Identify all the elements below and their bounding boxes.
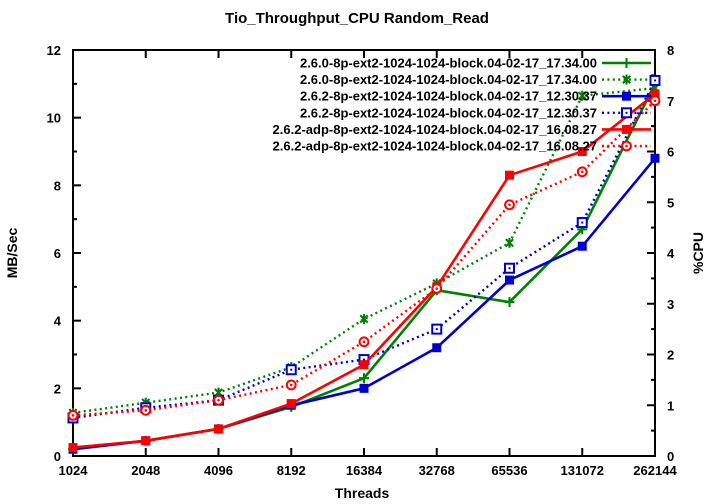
open-square-marker-dot [290, 368, 293, 371]
open-square-marker-dot [654, 79, 656, 82]
open-circle-marker-dot [653, 99, 657, 103]
series-line-1 [72, 86, 656, 415]
filled-square-marker [505, 170, 514, 180]
x-tick-label: 131072 [561, 463, 604, 478]
legend-label: 2.6.2-adp-8p-ext2-1024-1024-block.04-02-… [273, 122, 597, 137]
filled-square-marker [286, 399, 296, 409]
y-tick-label: 6 [54, 246, 61, 261]
open-circle-marker-dot [362, 340, 366, 344]
open-circle-marker-dot [144, 409, 148, 412]
open-circle-marker-dot [625, 144, 628, 148]
open-square-marker-dot [625, 111, 628, 114]
y2-tick-label: 2 [667, 348, 674, 363]
x-tick-label: 32768 [419, 463, 455, 478]
filled-square-marker [577, 147, 587, 156]
open-square-marker-dot [508, 267, 511, 270]
x-axis-label: Threads [335, 485, 390, 501]
filled-square-marker [577, 241, 587, 251]
filled-square-marker [505, 275, 514, 285]
filled-square-marker [432, 343, 442, 353]
open-square-marker-dot [363, 358, 365, 361]
open-circle-marker-dot [580, 170, 584, 174]
open-square-marker-dot [435, 328, 438, 331]
y-tick-label: 2 [54, 381, 61, 396]
y2-tick-label: 7 [667, 94, 674, 109]
y2-tick-label: 4 [667, 246, 675, 261]
y2-tick-label: 8 [667, 43, 674, 58]
x-tick-label: 65536 [491, 463, 527, 478]
open-square-marker-dot [581, 221, 584, 224]
open-circle-marker-dot [435, 287, 439, 290]
asterisk-marker [505, 238, 514, 248]
y-axis-label: MB/Sec [4, 228, 20, 279]
y2-tick-label: 3 [667, 297, 674, 312]
y-tick-label: 0 [54, 449, 61, 464]
legend-label: 2.6.2-8p-ext2-1024-1024-block.04-02-17_1… [300, 105, 597, 120]
x-tick-label: 1024 [59, 463, 89, 478]
filled-square-marker [650, 153, 660, 163]
filled-square-marker [359, 383, 369, 393]
series-line-5 [72, 99, 656, 417]
legend-label: 2.6.0-8p-ext2-1024-1024-block.04-02-17_1… [300, 56, 597, 71]
y2-tick-label: 1 [667, 398, 674, 413]
y2-tick-label: 0 [667, 449, 674, 464]
x-tick-label: 4096 [204, 463, 233, 478]
open-circle-marker-dot [71, 414, 75, 417]
y2-axis-label: %CPU [690, 232, 706, 274]
x-tick-label: 8192 [277, 463, 306, 478]
filled-square-marker [214, 424, 223, 434]
filled-square-marker [359, 360, 369, 370]
filled-square-marker [622, 91, 631, 101]
filled-square-marker [622, 124, 631, 134]
filled-square-marker [650, 89, 660, 99]
asterisk-marker [359, 314, 369, 324]
legend-label: 2.6.0-8p-ext2-1024-1024-block.04-02-17_1… [300, 72, 597, 87]
legend-label: 2.6.2-adp-8p-ext2-1024-1024-block.04-02-… [273, 139, 597, 154]
chart-title: Tio_Throughput_CPU Random_Read [225, 10, 489, 27]
y-tick-label: 4 [54, 314, 62, 329]
x-tick-label: 16384 [346, 463, 383, 478]
open-circle-marker-dot [217, 398, 220, 402]
legend-label: 2.6.2-8p-ext2-1024-1024-block.04-02-17_1… [300, 89, 597, 104]
x-tick-label: 2048 [131, 463, 160, 478]
filled-square-marker [141, 436, 151, 446]
y2-tick-label: 5 [667, 195, 674, 210]
filled-square-marker [68, 443, 78, 453]
asterisk-marker [577, 91, 587, 101]
y-tick-label: 8 [54, 178, 61, 193]
y-tick-label: 12 [47, 43, 61, 58]
y2-tick-label: 6 [667, 145, 674, 160]
open-circle-marker-dot [289, 383, 293, 387]
x-tick-label: 262144 [633, 463, 677, 478]
y-tick-label: 10 [47, 111, 61, 126]
open-circle-marker-dot [508, 203, 511, 207]
asterisk-marker [622, 75, 631, 85]
plot-area: 1024 2048 4096 8192 16384 32768 65536 131072 262… [47, 43, 678, 478]
